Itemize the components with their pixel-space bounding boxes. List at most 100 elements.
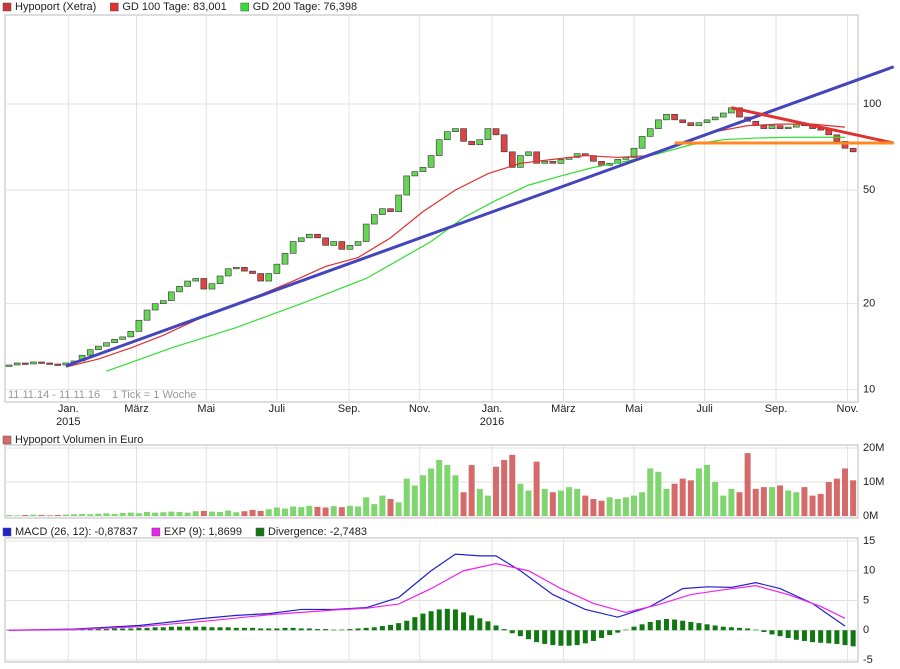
volume-bar <box>411 485 418 516</box>
candle-body <box>549 161 557 164</box>
candle-body <box>119 336 126 340</box>
volume-bar <box>395 502 402 516</box>
volume-bar <box>184 512 191 516</box>
volume-bar <box>671 483 678 516</box>
volume-bar <box>241 511 248 516</box>
divergence-bar <box>534 630 540 643</box>
volume-bar <box>208 511 215 516</box>
y-tick-label: 0M <box>863 510 878 522</box>
candle-body <box>38 361 45 364</box>
legend-label: GD 200 Tage: 76,398 <box>253 1 357 13</box>
divergence-bar <box>136 627 142 631</box>
candle-body <box>54 363 62 366</box>
volume-bar <box>436 459 443 516</box>
divergence-bar <box>290 627 296 631</box>
candle-body <box>492 128 500 136</box>
divergence-bar <box>217 627 223 631</box>
candle-body <box>95 345 102 350</box>
candle-body <box>314 233 321 239</box>
x-tick-label: Jan. <box>482 403 503 415</box>
volume-bar <box>103 513 110 516</box>
legend-swatch <box>255 527 265 537</box>
volume-bar <box>582 495 589 516</box>
candle-body <box>476 139 484 146</box>
divergence-bar <box>850 630 856 647</box>
candle-body <box>306 233 313 239</box>
volume-bar <box>419 475 426 516</box>
volume-bar <box>168 511 175 516</box>
candle-body <box>86 349 94 356</box>
divergence-bar <box>753 629 759 631</box>
candle-body <box>638 136 646 149</box>
volume-bar <box>282 508 289 516</box>
candle-body <box>411 171 419 177</box>
candle-body <box>687 122 695 126</box>
volume-bar <box>630 495 637 516</box>
candle-body <box>330 241 338 246</box>
candle-body <box>403 175 411 196</box>
volume-bar <box>695 468 702 516</box>
volume-bar <box>484 495 491 516</box>
divergence-bar <box>663 618 669 631</box>
divergence-bar <box>250 627 256 631</box>
candle-body <box>241 267 248 272</box>
divergence-bar <box>120 628 126 631</box>
volume-bar <box>265 509 272 516</box>
candle-body <box>387 208 394 212</box>
divergence-bar <box>306 628 312 631</box>
trendline <box>65 65 895 368</box>
volume-bar <box>517 483 524 516</box>
candle-body <box>273 263 281 274</box>
volume-bar <box>639 492 646 516</box>
year-label: 2016 <box>480 416 504 428</box>
volume-bar <box>655 471 662 516</box>
candle-body <box>517 155 524 168</box>
legend-swatch <box>2 435 12 445</box>
volume-bar <box>825 482 832 516</box>
divergence-bar <box>769 630 775 635</box>
x-tick-label: Mai <box>197 403 215 415</box>
divergence-bar <box>842 630 848 646</box>
volume-bar <box>549 492 556 516</box>
candle-body <box>257 273 264 282</box>
volume-bar <box>192 511 199 516</box>
legend-swatch <box>110 2 119 12</box>
volume-bar <box>598 500 605 516</box>
candle-body <box>500 134 508 153</box>
volume-bar <box>314 506 321 516</box>
volume-bar <box>752 488 759 516</box>
divergence-bar <box>574 630 580 646</box>
divergence-bar <box>452 609 458 631</box>
legend-label: Hypoport Volumen in Euro <box>15 434 143 446</box>
volume-bar <box>566 487 573 516</box>
volume-bar <box>817 493 824 516</box>
candle-body <box>703 119 711 124</box>
volume-bar <box>273 507 280 516</box>
candle-body <box>346 245 354 250</box>
candle-body <box>460 128 467 142</box>
volume-bar <box>79 513 86 516</box>
plot-frame <box>4 444 859 519</box>
divergence-bar <box>801 630 807 641</box>
divergence-bar <box>168 626 174 631</box>
moving-average <box>65 123 846 368</box>
legend-label: GD 100 Tage: 83,001 <box>122 1 226 13</box>
volume-bar <box>476 488 483 516</box>
divergence-bar <box>436 609 442 631</box>
divergence-bar <box>493 625 499 631</box>
volume-bar <box>119 512 126 516</box>
candle-body <box>655 119 662 129</box>
volume-bar <box>760 487 767 516</box>
volume-bar <box>801 487 808 516</box>
candle-body <box>435 139 443 156</box>
volume-bar <box>355 506 362 516</box>
divergence-bar <box>225 627 231 631</box>
divergence-bar <box>152 627 158 631</box>
volume-bar <box>850 480 857 516</box>
candle-body <box>216 275 224 284</box>
indicator-line <box>9 553 846 631</box>
divergence-bar <box>590 630 596 641</box>
divergence-bar <box>485 621 491 631</box>
volume-bar <box>225 510 232 516</box>
